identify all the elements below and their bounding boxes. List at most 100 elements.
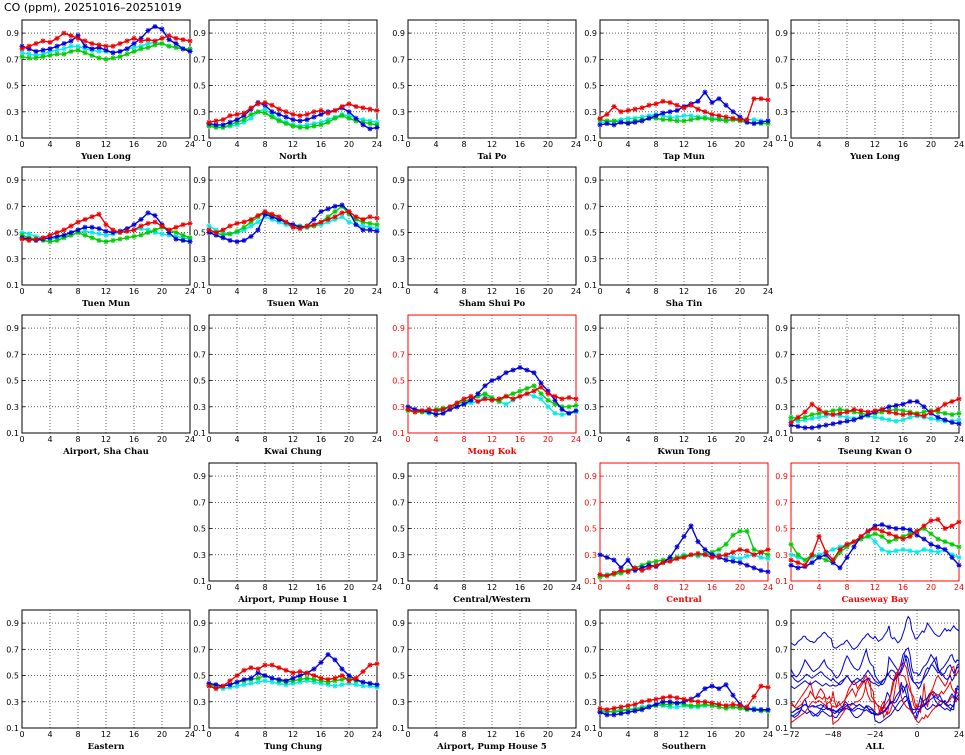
- data-point: [213, 682, 219, 688]
- data-point: [893, 410, 899, 416]
- data-point: [297, 672, 303, 679]
- data-point: [956, 417, 962, 423]
- x-tick-label: 12: [288, 435, 298, 444]
- data-point: [646, 697, 652, 704]
- x-tick-label: 20: [735, 730, 745, 739]
- data-point: [255, 675, 261, 681]
- y-tick-label: 0.1: [6, 281, 19, 290]
- data-point: [632, 119, 638, 125]
- data-point: [26, 237, 32, 244]
- data-point: [660, 695, 666, 701]
- data-point: [220, 124, 226, 131]
- y-tick-label: 0.5: [775, 672, 788, 681]
- data-point: [737, 114, 743, 120]
- data-point: [949, 541, 955, 547]
- x-tick-label: 16: [707, 140, 717, 149]
- y-tick-label: 0.1: [775, 577, 788, 586]
- data-point: [538, 380, 544, 386]
- data-point: [82, 232, 88, 238]
- data-point: [611, 712, 617, 718]
- data-point: [124, 46, 130, 52]
- data-point: [227, 684, 233, 690]
- x-tick-label: 24: [763, 287, 773, 296]
- data-point: [928, 415, 934, 422]
- data-point: [248, 680, 254, 687]
- data-point: [611, 705, 617, 711]
- data-point: [304, 122, 310, 128]
- x-tick-label: 4: [625, 730, 630, 739]
- data-point: [318, 680, 324, 687]
- data-point: [75, 47, 81, 53]
- x-tick-label: 12: [870, 435, 880, 444]
- y-tick-label: 0.9: [193, 176, 206, 185]
- panel-frame: [208, 19, 378, 139]
- x-tick-label: 0: [597, 287, 602, 296]
- data-point: [75, 33, 81, 39]
- data-point: [928, 541, 934, 547]
- x-tick-label: 4: [625, 287, 630, 296]
- data-point: [886, 404, 892, 410]
- data-point: [325, 679, 331, 685]
- data-point: [68, 223, 74, 229]
- data-point: [353, 103, 359, 110]
- y-tick-label: 0.9: [193, 619, 206, 628]
- y-tick-label: 0.1: [392, 429, 405, 438]
- data-point: [688, 102, 694, 108]
- summary-trace: [790, 693, 960, 724]
- data-point: [110, 229, 116, 236]
- x-tick-label: 4: [234, 730, 239, 739]
- data-point: [304, 670, 310, 676]
- data-point: [618, 710, 624, 717]
- panel-frame: [21, 166, 191, 286]
- y-tick-label: 0.3: [6, 403, 19, 412]
- data-point: [166, 227, 172, 233]
- data-point: [318, 111, 324, 117]
- chart-title: CO (ppm), 20251016–20251019: [4, 1, 182, 14]
- station-label: Tseung Kwan O: [838, 447, 912, 457]
- data-point: [276, 106, 282, 112]
- panel-frame: [407, 314, 577, 434]
- data-point: [374, 684, 380, 690]
- x-tick-label: 16: [316, 730, 326, 739]
- data-point: [47, 239, 53, 245]
- data-point: [618, 567, 624, 574]
- data-point: [681, 113, 687, 119]
- data-point: [956, 410, 962, 416]
- panel-frame: [790, 19, 960, 139]
- data-point: [325, 206, 331, 212]
- data-point: [248, 115, 254, 121]
- x-tick-label: 8: [461, 140, 466, 149]
- panel-causeway-bay: 0.1 0.3 0.5 0.7 0.9 0 4 8 12 16 20 24 Causeway Bay: [775, 462, 964, 605]
- data-point: [646, 565, 652, 571]
- data-point: [318, 107, 324, 114]
- data-point: [311, 666, 317, 672]
- data-point: [496, 375, 502, 381]
- data-point: [262, 214, 268, 220]
- y-tick-label: 0.9: [392, 29, 405, 38]
- y-tick-label: 0.7: [584, 645, 597, 654]
- data-point: [660, 98, 666, 104]
- data-point: [290, 117, 296, 123]
- y-tick-label: 0.9: [392, 324, 405, 333]
- data-point: [145, 41, 151, 47]
- data-point: [110, 227, 116, 233]
- data-point: [103, 222, 109, 228]
- data-point: [255, 101, 261, 107]
- data-point: [124, 235, 130, 241]
- y-tick-label: 0.5: [392, 377, 405, 386]
- data-point: [138, 46, 144, 52]
- data-point: [40, 38, 46, 44]
- station-label: Kwai Chung: [264, 447, 322, 457]
- data-point: [426, 409, 432, 415]
- data-point: [332, 675, 338, 681]
- data-point: [618, 117, 624, 123]
- data-point: [54, 51, 60, 57]
- data-point: [723, 552, 729, 558]
- data-point: [681, 701, 687, 707]
- data-point: [907, 527, 913, 533]
- data-point: [956, 554, 962, 560]
- panel-kwun-tong: 0.1 0.3 0.5 0.7 0.9 0 4 8 12 16 20 24 Kwun Tong: [584, 314, 773, 457]
- data-point: [360, 227, 366, 233]
- data-point: [730, 549, 736, 555]
- data-point: [597, 709, 603, 715]
